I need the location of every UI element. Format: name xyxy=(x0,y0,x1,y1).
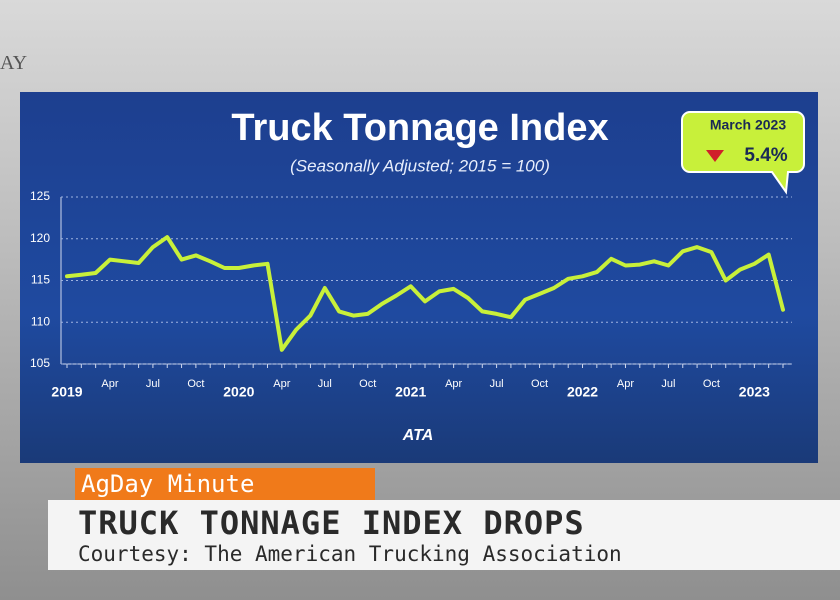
callout-value: 5.4% xyxy=(744,145,787,166)
x-tick-label: 2021 xyxy=(395,384,426,400)
x-tick-label: Jul xyxy=(490,378,504,390)
corner-logo-text: AY xyxy=(0,52,28,74)
y-tick-label: 105 xyxy=(30,356,50,370)
x-tick-label: Oct xyxy=(359,378,376,390)
callout: March 2023 5.4% xyxy=(681,111,805,195)
x-tick-label: Apr xyxy=(101,378,118,390)
x-tick-label: Oct xyxy=(187,378,204,390)
x-tick-label: 2020 xyxy=(223,384,254,400)
data-line xyxy=(65,235,785,352)
y-tick-label: 110 xyxy=(31,314,50,328)
x-tick-label: Jul xyxy=(661,378,675,390)
x-tick-label: Apr xyxy=(445,378,462,390)
callout-title: March 2023 xyxy=(710,117,786,133)
chart-subtitle: (Seasonally Adjusted; 2015 = 100) xyxy=(290,156,550,175)
x-tick-label: Jul xyxy=(146,378,160,390)
credit: Courtesy: The American Trucking Associat… xyxy=(78,542,622,566)
x-tick-label: Jul xyxy=(318,378,332,390)
y-tick-label: 115 xyxy=(31,273,50,287)
x-tick-label: Apr xyxy=(273,378,290,390)
segment-tag: AgDay Minute xyxy=(75,468,375,500)
chart-title: Truck Tonnage Index xyxy=(231,107,608,149)
logo: ATA xyxy=(402,427,434,444)
headline: TRUCK TONNAGE INDEX DROPS xyxy=(78,504,585,542)
x-tick-label: Oct xyxy=(703,378,720,390)
x-tick-label: Apr xyxy=(617,378,634,390)
x-tick-label: Oct xyxy=(531,378,548,390)
x-tick-label: 2023 xyxy=(739,384,770,400)
down-arrow xyxy=(706,150,724,162)
lower-third: TRUCK TONNAGE INDEX DROPS Courtesy: The … xyxy=(48,500,840,570)
x-tick-label: 2019 xyxy=(51,384,82,400)
y-tick-label: 125 xyxy=(30,189,50,203)
callout-box xyxy=(681,111,805,195)
x-tick-label: 2022 xyxy=(567,384,598,400)
y-tick-label: 120 xyxy=(30,231,50,245)
